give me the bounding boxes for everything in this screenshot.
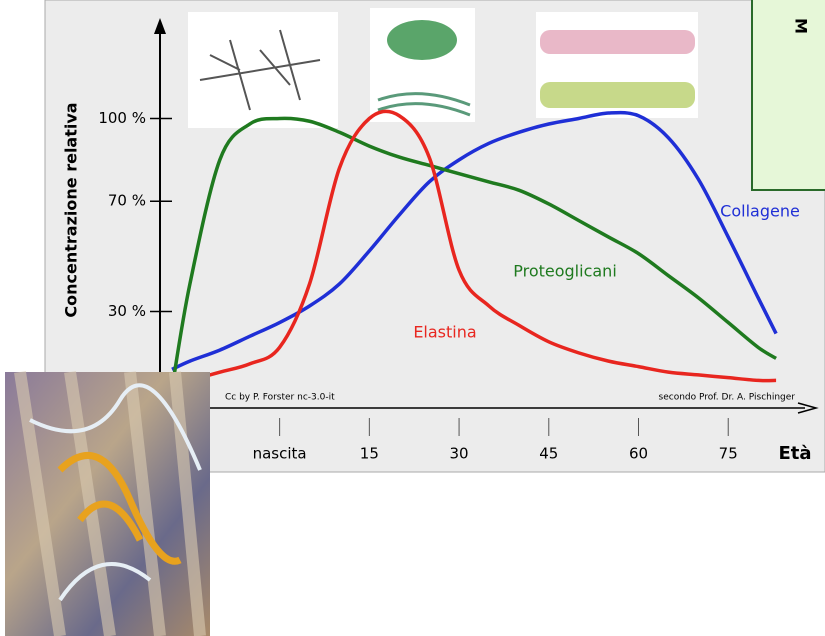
series-line [170, 116, 777, 389]
y-tick-label: 100 % [98, 109, 146, 127]
y-tick-label: 30 % [108, 302, 146, 320]
x-tick-label: nascita [253, 445, 307, 463]
thumbnail-drawing [377, 92, 471, 117]
x-axis-label: Età [778, 443, 811, 464]
photo-fiber [14, 371, 206, 636]
side-note: M [792, 18, 811, 34]
photo-fiber [57, 451, 182, 565]
series-label: Collagene [720, 202, 800, 221]
plot: 30 % 70 % 100 % nascita 15 30 45 60 75 Collagene P… [98, 109, 799, 463]
x-tick-label: 45 [539, 445, 558, 463]
thumbnail-drawing [199, 29, 321, 111]
thumbnail-drawing [387, 20, 457, 60]
x-tick-label: 75 [719, 445, 738, 463]
x-tick-label: 60 [629, 445, 648, 463]
y-axis-label: Concentrazione relativa [62, 102, 81, 317]
y-tick-label: 70 % [108, 192, 146, 210]
x-tick-label: 15 [360, 445, 379, 463]
photo [5, 371, 210, 636]
series-line [171, 109, 777, 388]
credit: secondo Prof. Dr. A. Pischinger [659, 393, 796, 403]
side-box [751, 0, 825, 191]
thumbnail-drawing [540, 30, 695, 54]
x-tick-label: 30 [450, 445, 469, 463]
thumbnail-drawing [540, 82, 695, 108]
thumbnails [188, 8, 698, 128]
credit: Cc by P. Forster nc-3.0-it [225, 393, 335, 403]
series-label: Proteoglicani [513, 262, 617, 281]
series-line [171, 110, 778, 371]
photo-fiber [29, 383, 202, 602]
x-axis-arrow [797, 402, 819, 414]
series-label: Elastina [413, 323, 476, 342]
y-axis-arrow [154, 18, 166, 34]
